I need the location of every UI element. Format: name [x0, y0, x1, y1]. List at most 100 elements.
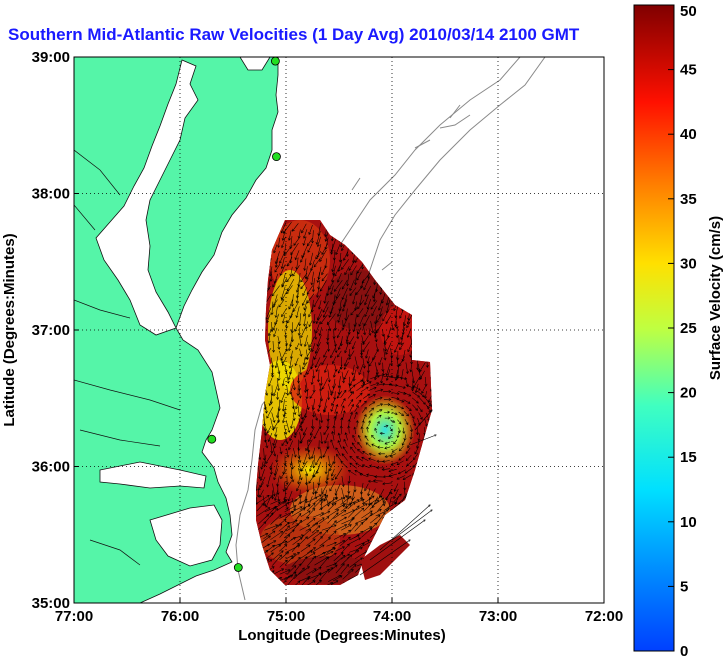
velocity-vector: [286, 384, 290, 396]
velocity-vector: [372, 479, 383, 483]
velocity-vector: [340, 417, 344, 427]
velocity-vector: [355, 503, 368, 511]
bathymetry-contour-3: [351, 104, 471, 271]
velocity-vector: [302, 357, 306, 366]
velocity-vector: [352, 322, 357, 333]
velocity-vector: [306, 517, 316, 526]
velocity-vector: [323, 405, 328, 413]
velocity-vector: [344, 266, 350, 276]
velocity-vector: [286, 257, 293, 267]
velocity-vector: [351, 341, 356, 350]
velocity-vector: [294, 357, 299, 367]
velocity-vector: [368, 452, 376, 457]
velocity-vector: [272, 447, 277, 457]
velocity-vector: [376, 414, 382, 419]
velocity-vector: [342, 299, 348, 312]
velocity-vector: [355, 285, 364, 296]
velocity-vector: [298, 467, 303, 481]
velocity-vector: [285, 420, 291, 433]
velocity-vector: [415, 427, 420, 436]
velocity-vector: [316, 334, 322, 347]
chesapeake-bay: [95, 59, 199, 336]
velocity-vector: [321, 264, 327, 276]
velocity-vector: [385, 369, 391, 382]
velocity-vector: [413, 453, 419, 461]
velocity-vector: [262, 495, 274, 504]
velocity-vector: [374, 369, 378, 381]
velocity-vector: [348, 350, 355, 360]
velocity-vector: [315, 321, 321, 334]
velocity-vector: [306, 502, 316, 512]
velocity-vector: [405, 454, 412, 461]
velocity-vector: [272, 299, 278, 308]
station-marker: [272, 152, 281, 162]
velocity-vector: [296, 385, 300, 397]
velocity-vector: [406, 313, 413, 325]
velocity-vector: [272, 483, 276, 497]
velocity-vector: [362, 322, 367, 336]
colorbar-tick-label: 10: [680, 514, 697, 531]
velocity-vector: [349, 411, 353, 420]
velocity-vector: [363, 381, 372, 386]
velocity-vector: [419, 362, 426, 373]
velocity-vector: [356, 329, 360, 340]
velocity-vector: [347, 502, 356, 510]
velocity-vector: [273, 439, 278, 449]
velocity-vector: [371, 306, 377, 317]
velocity-vector: [319, 448, 323, 459]
velocity-vector: [306, 547, 316, 554]
velocity-vector: [357, 434, 362, 442]
velocity-vector: [305, 522, 319, 532]
velocity-vector: [356, 385, 364, 392]
x-tick-label: 74:00: [373, 608, 411, 625]
velocity-vector: [399, 342, 405, 351]
velocity-vector: [305, 378, 309, 392]
velocity-vector: [354, 521, 364, 532]
velocity-vector: [260, 461, 264, 470]
velocity-vector: [319, 550, 334, 559]
velocity-vector: [307, 555, 317, 567]
velocity-vector: [361, 400, 367, 407]
velocity-vector: [361, 335, 365, 344]
delaware-bay: [239, 57, 271, 71]
velocity-vector: [281, 314, 286, 324]
velocity-vector: [355, 420, 359, 428]
velocity-vector: [277, 518, 287, 526]
vector-offshore: [379, 505, 430, 551]
velocity-vector: [331, 383, 337, 394]
velocity-vector: [407, 342, 413, 353]
velocity-vector: [298, 536, 308, 545]
velocity-vector: [336, 329, 342, 339]
velocity-vector: [329, 481, 336, 492]
velocity-vector: [337, 313, 342, 323]
velocity-vector: [411, 397, 419, 404]
velocity-vector: [300, 577, 310, 585]
velocity-vector: [305, 508, 316, 518]
velocity-vector: [343, 370, 349, 380]
velocity-vector: [277, 342, 281, 350]
velocity-vector: [378, 356, 383, 366]
velocity-vector: [374, 333, 378, 343]
velocity-vector: [360, 350, 364, 359]
velocity-vector: [259, 489, 264, 498]
velocity-vector: [385, 315, 392, 325]
velocity-vector: [272, 550, 284, 561]
velocity-vector: [266, 425, 272, 434]
velocity-vector: [310, 271, 314, 286]
velocity-vector: [297, 439, 301, 452]
velocity-vector: [335, 468, 343, 480]
velocity-vector: [303, 335, 308, 348]
velocity-vector: [388, 473, 398, 478]
velocity-vector: [378, 306, 383, 317]
velocity-vector: [326, 285, 330, 297]
colorbar-tick-label: 40: [680, 126, 697, 143]
velocity-vector: [402, 474, 412, 480]
velocity-vector: [274, 313, 280, 326]
velocity-vector: [337, 341, 342, 351]
velocity-vector: [374, 427, 378, 433]
velocity-vector: [271, 523, 283, 531]
velocity-vector: [397, 385, 406, 389]
velocity-vector: [357, 441, 363, 448]
velocity-vector: [374, 475, 384, 479]
velocity-vector: [308, 307, 314, 318]
